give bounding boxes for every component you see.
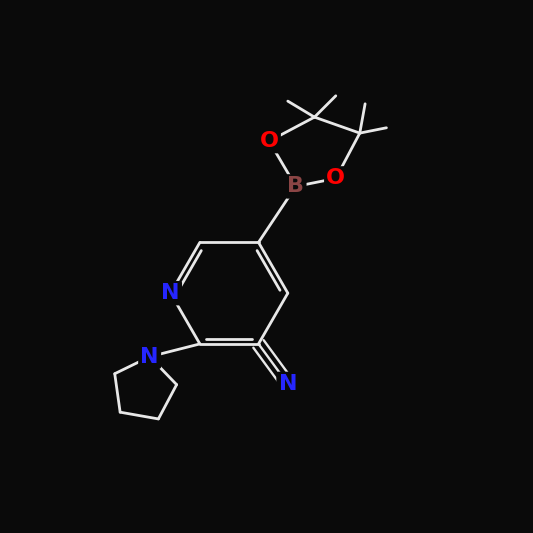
- Text: N: N: [279, 374, 297, 394]
- Text: B: B: [287, 176, 304, 196]
- Text: N: N: [161, 283, 180, 303]
- Text: O: O: [260, 131, 279, 151]
- Text: O: O: [326, 168, 345, 188]
- Text: N: N: [140, 346, 159, 367]
